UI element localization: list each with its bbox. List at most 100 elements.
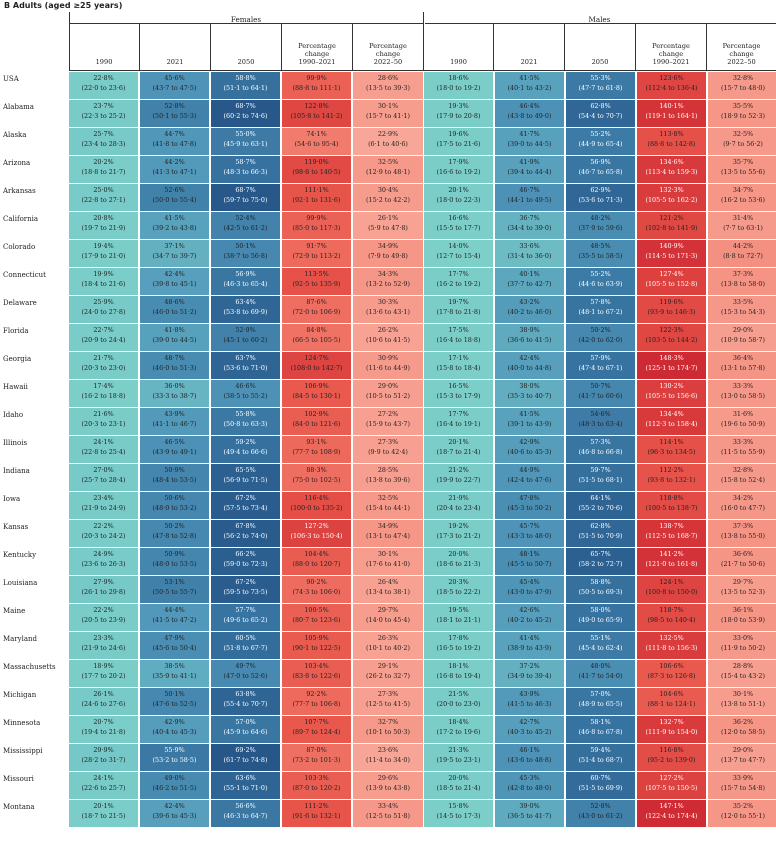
cell-value: 123·6% <box>659 74 684 82</box>
table-row: Massachusetts 18·9% (17·7 to 20·2) 38·5% (35… <box>0 659 776 687</box>
table-row: Hawaii 17·4% (16·2 to 18·8) 36·0% (33·3 to 3… <box>0 379 776 407</box>
cell-uncertainty-interval: (51·5 to 69·9) <box>578 783 623 792</box>
table-cell: 52·6% (50·0 to 55·4) <box>140 184 209 211</box>
table-cell: 48·2% (37·9 to 59·6) <box>566 212 635 239</box>
table-cell: 118·8% (100·5 to 138·7) <box>637 492 706 519</box>
table-cell: 29·9% (28·2 to 31·7) <box>69 744 138 771</box>
cell-uncertainty-interval: (47·0 to 52·6) <box>223 671 268 680</box>
table-cell: 57·0% (48·9 to 65·5) <box>566 688 635 715</box>
table-cell: 24·1% (22·8 to 25·4) <box>69 436 138 463</box>
cell-uncertainty-interval: (18·0 to 53·9) <box>721 615 765 624</box>
cell-uncertainty-interval: (48·4 to 53·5) <box>152 475 197 484</box>
table-cell: 140·9% (114·5 to 171·3) <box>637 240 706 267</box>
cell-uncertainty-interval: (6·1 to 40·6) <box>368 139 408 148</box>
table-cell: 138·7% (112·5 to 168·7) <box>637 520 706 547</box>
table-cell: 36·2% (12·0 to 58·5) <box>708 716 776 743</box>
table-cell: 132·3% (105·5 to 162·2) <box>637 184 706 211</box>
cell-value: 63·8% <box>235 690 256 698</box>
cell-value: 99·9% <box>306 214 327 222</box>
table-cell: 44·2% (8·8 to 72·7) <box>708 240 776 267</box>
cell-value: 58·8% <box>590 578 611 586</box>
cell-uncertainty-interval: (98·5 to 140·4) <box>647 615 696 624</box>
table-cell: 54·6% (48·3 to 63·4) <box>566 408 635 435</box>
cell-value: 57·0% <box>235 718 256 726</box>
table-cell: 105·9% (90·1 to 122·5) <box>282 632 351 659</box>
cell-value: 29·0% <box>377 382 399 390</box>
cell-uncertainty-interval: (39·4 to 44·4) <box>507 167 552 176</box>
cell-value: 30·1% <box>732 690 754 698</box>
table-cell: 28·5% (13·8 to 39·6) <box>353 464 423 491</box>
cell-uncertainty-interval: (43·7 to 47·5) <box>152 83 197 92</box>
cell-value: 141·2% <box>659 550 684 558</box>
cell-uncertainty-interval: (59·7 to 75·0) <box>223 195 268 204</box>
table-cell: 18·4% (17·2 to 19·6) <box>424 716 493 743</box>
cell-value: 43·9% <box>164 410 185 418</box>
cell-uncertainty-interval: (33·3 to 38·7) <box>152 391 197 400</box>
cell-uncertainty-interval: (40·0 to 44·8) <box>507 363 552 372</box>
cell-value: 49·0% <box>164 774 185 782</box>
cell-uncertainty-interval: (48·3 to 63·4) <box>578 419 623 428</box>
cell-value: 19·7% <box>448 298 469 306</box>
cell-value: 58·0% <box>590 606 611 614</box>
table-cell: 103·3% (87·0 to 120·2) <box>282 772 351 799</box>
cell-value: 16·6% <box>448 214 469 222</box>
table-cell: 41·7% (39·0 to 44·5) <box>495 128 564 155</box>
table-cell: 15·8% (14·5 to 17·3) <box>424 800 493 827</box>
table-cell: 21·9% (20·4 to 23·4) <box>424 492 493 519</box>
cell-uncertainty-interval: (114·5 to 171·3) <box>645 251 698 260</box>
cell-value: 32·5% <box>377 494 399 502</box>
cell-uncertainty-interval: (18·0 to 19·2) <box>436 83 481 92</box>
cell-uncertainty-interval: (15·8 to 18·4) <box>436 363 481 372</box>
cell-uncertainty-interval: (13·7 to 47·7) <box>721 755 765 764</box>
table-cell: 87·6% (72·0 to 106·9) <box>282 296 351 323</box>
table-cell: 134·6% (113·4 to 159·3) <box>637 156 706 183</box>
table-cell: 104·6% (88·1 to 124·1) <box>637 688 706 715</box>
cell-value: 134·4% <box>659 410 684 418</box>
cell-uncertainty-interval: (17·3 to 21·2) <box>436 531 481 540</box>
cell-value: 84·8% <box>306 326 327 334</box>
cell-uncertainty-interval: (96·3 to 134·5) <box>647 447 696 456</box>
cell-value: 32·5% <box>377 158 399 166</box>
cell-uncertainty-interval: (46·7 to 65·8) <box>578 167 623 176</box>
cell-uncertainty-interval: (48·1 to 67·2) <box>578 307 623 316</box>
cell-uncertainty-interval: (13·8 to 39·6) <box>366 475 410 484</box>
cell-value: 43·9% <box>519 690 540 698</box>
table-cell: 22·7% (20·9 to 24·4) <box>69 324 138 351</box>
table-cell: 37·3% (13·8 to 58·0) <box>708 268 776 295</box>
table-cell: 66·2% (59·0 to 72·3) <box>211 548 280 575</box>
cell-uncertainty-interval: (41·5 to 46·3) <box>507 699 552 708</box>
cell-value: 42·4% <box>164 802 185 810</box>
cell-uncertainty-interval: (48·9 to 65·5) <box>578 699 623 708</box>
table-cell: 103·4% (83·8 to 122·6) <box>282 660 351 687</box>
table-cell: 102·9% (84·0 to 121·6) <box>282 408 351 435</box>
table-cell: 21·3% (19·5 to 23·1) <box>424 744 493 771</box>
cell-value: 65·7% <box>590 550 611 558</box>
header-bottom-rule <box>69 70 776 71</box>
cell-uncertainty-interval: (85·0 to 117·3) <box>292 223 341 232</box>
table-cell: 55·0% (45·9 to 63·1) <box>211 128 280 155</box>
table-cell: 68·7% (59·7 to 75·0) <box>211 184 280 211</box>
table-cell: 58·7% (48·3 to 66·3) <box>211 156 280 183</box>
cell-uncertainty-interval: (15·4 to 43·2) <box>721 671 765 680</box>
cell-value: 57·7% <box>235 606 256 614</box>
cell-uncertainty-interval: (18·9 to 52·3) <box>721 111 765 120</box>
table-row: Delaware 25·9% (24·0 to 27·8) 48·6% (46·0 to… <box>0 295 776 323</box>
cell-uncertainty-interval: (41·8 to 47·8) <box>152 139 197 148</box>
cell-uncertainty-interval: (13·1 to 57·8) <box>721 363 765 372</box>
table-cell: 20·0% (18·5 to 21·4) <box>424 772 493 799</box>
table-row: Michigan 26·1% (24·6 to 27·6) 50·1% (47·6 to… <box>0 687 776 715</box>
cell-value: 36·4% <box>732 354 754 362</box>
cell-uncertainty-interval: (36·5 to 41·7) <box>507 811 552 820</box>
table-cell: 118·7% (98·5 to 140·4) <box>637 604 706 631</box>
table-cell: 22·9% (6·1 to 40·6) <box>353 128 423 155</box>
cell-value: 55·3% <box>590 74 611 82</box>
cell-value: 48·2% <box>590 214 611 222</box>
cell-value: 17·9% <box>448 158 469 166</box>
table-cell: 37·1% (34·7 to 39·7) <box>140 240 209 267</box>
cell-value: 52·8% <box>164 102 185 110</box>
table-cell: 113·8% (88·8 to 142·8) <box>637 128 706 155</box>
table-cell: 124·7% (108·0 to 142·7) <box>282 352 351 379</box>
cell-value: 103·4% <box>304 662 329 670</box>
table-row: Illinois 24·1% (22·8 to 25·4) 46·5% (43·9 to… <box>0 435 776 463</box>
table-cell: 26·1% (24·6 to 27·6) <box>69 688 138 715</box>
